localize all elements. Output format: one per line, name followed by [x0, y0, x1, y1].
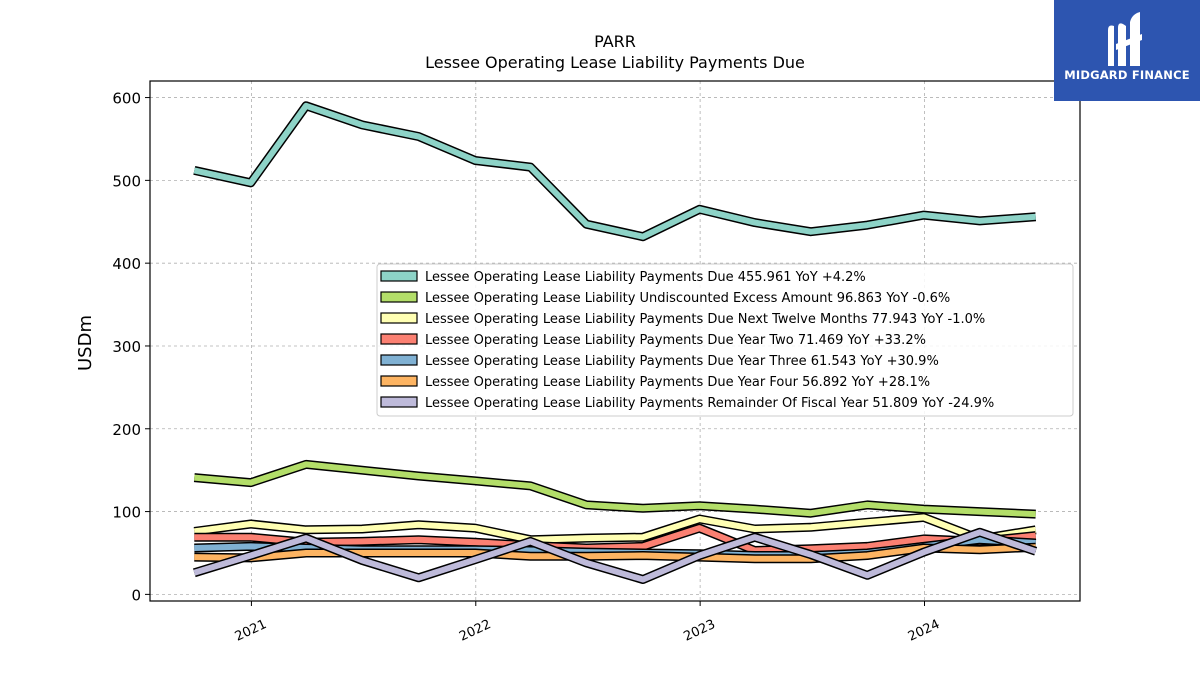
x-tick-label: 2024 [906, 617, 942, 645]
legend-swatch [380, 354, 418, 366]
chart-title: PARR [594, 32, 636, 51]
legend-swatch [380, 291, 418, 303]
y-tick-label: 600 [112, 90, 141, 108]
series-line-6 [193, 529, 1037, 583]
chart-subtitle: Lessee Operating Lease Liability Payment… [425, 53, 805, 72]
series-line-2 [193, 514, 1037, 543]
series-line-3 [194, 525, 1037, 554]
legend-swatch [380, 270, 418, 282]
y-tick-label: 100 [112, 504, 141, 522]
legend-entry: Lessee Operating Lease Liability Payment… [425, 354, 939, 369]
legend-entry: Lessee Operating Lease Liability Undisco… [425, 291, 950, 306]
legend: Lessee Operating Lease Liability Payment… [376, 263, 1074, 417]
series-lines [192, 101, 1038, 584]
x-tick-label: 2023 [681, 617, 717, 645]
legend-entry: Lessee Operating Lease Liability Payment… [425, 333, 926, 348]
legend-swatch [380, 375, 418, 387]
y-axis-label: USDm [75, 315, 96, 371]
legend-entry: Lessee Operating Lease Liability Payment… [425, 375, 930, 390]
legend-swatch [380, 312, 418, 324]
y-tick-label: 0 [131, 586, 141, 604]
brand-logo: MIDGARD FINANCE [1054, 0, 1200, 101]
logo-mark-icon [1108, 12, 1142, 66]
logo-text: MIDGARD FINANCE [1064, 68, 1190, 82]
series-line-0 [193, 102, 1036, 240]
y-tick-label: 500 [112, 172, 141, 190]
legend-entry: Lessee Operating Lease Liability Payment… [425, 312, 985, 327]
y-tick-label: 400 [112, 255, 141, 273]
legend-entry: Lessee Operating Lease Liability Payment… [425, 270, 866, 285]
y-tick-label: 200 [112, 421, 141, 439]
x-tick-label: 2022 [457, 617, 493, 645]
x-tick-label: 2021 [233, 617, 269, 645]
legend-box [376, 263, 1074, 417]
legend-entry: Lessee Operating Lease Liability Payment… [425, 396, 994, 411]
legend-swatch [380, 396, 418, 408]
series-line-1 [194, 461, 1036, 518]
legend-swatch [380, 333, 418, 345]
plot-frame [149, 80, 1081, 602]
y-tick-label: 300 [112, 338, 141, 356]
